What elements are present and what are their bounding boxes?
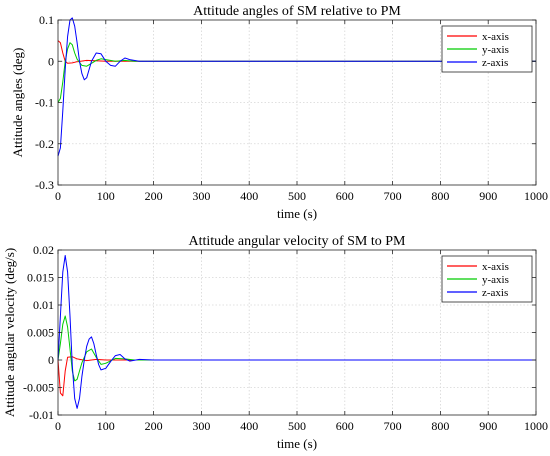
y-axis-label: Attitude angles (deg) bbox=[10, 48, 25, 158]
x-tick-label: 700 bbox=[384, 189, 402, 203]
x-tick-label: 600 bbox=[336, 419, 354, 433]
x-tick-label: 100 bbox=[97, 189, 115, 203]
series-line-z-axis bbox=[57, 255, 536, 409]
x-tick-label: 300 bbox=[192, 189, 210, 203]
y-tick-label: 0.015 bbox=[27, 271, 54, 285]
x-tick-label: 1000 bbox=[524, 419, 548, 433]
x-tick-label: 500 bbox=[288, 419, 306, 433]
x-tick-label: 200 bbox=[145, 189, 163, 203]
x-tick-label: 700 bbox=[384, 419, 402, 433]
legend-label: z-axis bbox=[482, 287, 508, 299]
y-tick-label: -0.1 bbox=[35, 96, 54, 110]
series-line-x-axis bbox=[57, 356, 536, 397]
y-tick-label: 0.01 bbox=[33, 298, 54, 312]
x-axis-label: time (s) bbox=[277, 436, 317, 451]
chart-panel-1: 0 100 200 300 400 500 600 700 800 900 1000 -0.3 -0.2… bbox=[10, 4, 548, 221]
y-tick-label: 0.02 bbox=[33, 243, 54, 257]
y-tick-label: -0.005 bbox=[23, 381, 54, 395]
x-tick-label: 800 bbox=[431, 419, 449, 433]
x-tick-label: 900 bbox=[479, 189, 497, 203]
x-tick-label: 600 bbox=[336, 189, 354, 203]
legend-label: y-axis bbox=[482, 274, 509, 286]
y-tick-label: -0.3 bbox=[35, 178, 54, 192]
y-tick-label: -0.01 bbox=[29, 408, 54, 422]
x-tick-label: 400 bbox=[240, 189, 258, 203]
legend-label: z-axis bbox=[482, 57, 508, 69]
legend-label: y-axis bbox=[482, 44, 509, 56]
legend-label: x-axis bbox=[482, 261, 509, 273]
y-axis-label: Attitude angular velocity (deg/s) bbox=[2, 248, 17, 417]
chart-title: Attitude angles of SM relative to PM bbox=[193, 4, 401, 19]
series-line-y-axis bbox=[57, 315, 536, 382]
y-tick-label: 0.005 bbox=[27, 326, 54, 340]
x-tick-label: 100 bbox=[97, 419, 115, 433]
x-tick-label: 0 bbox=[55, 189, 61, 203]
chart-title: Attitude angular velocity of SM to PM bbox=[189, 234, 407, 249]
y-tick-label: 0 bbox=[48, 54, 54, 68]
chart-panel-2: 0 100 200 300 400 500 600 700 800 900 1000 -0.01 -0.… bbox=[2, 234, 548, 451]
y-tick-label: 0 bbox=[48, 353, 54, 367]
legend-label: x-axis bbox=[482, 31, 509, 43]
y-tick-label: -0.2 bbox=[35, 137, 54, 151]
x-tick-label: 300 bbox=[192, 419, 210, 433]
x-tick-label: 500 bbox=[288, 189, 306, 203]
x-tick-label: 400 bbox=[240, 419, 258, 433]
x-tick-label: 200 bbox=[145, 419, 163, 433]
x-axis-label: time (s) bbox=[277, 206, 317, 221]
x-tick-label: 800 bbox=[431, 189, 449, 203]
x-tick-label: 0 bbox=[55, 419, 61, 433]
series-line-z-axis bbox=[57, 17, 536, 157]
x-tick-label: 1000 bbox=[524, 189, 548, 203]
y-tick-label: 0.1 bbox=[39, 13, 54, 27]
x-tick-label: 900 bbox=[479, 419, 497, 433]
